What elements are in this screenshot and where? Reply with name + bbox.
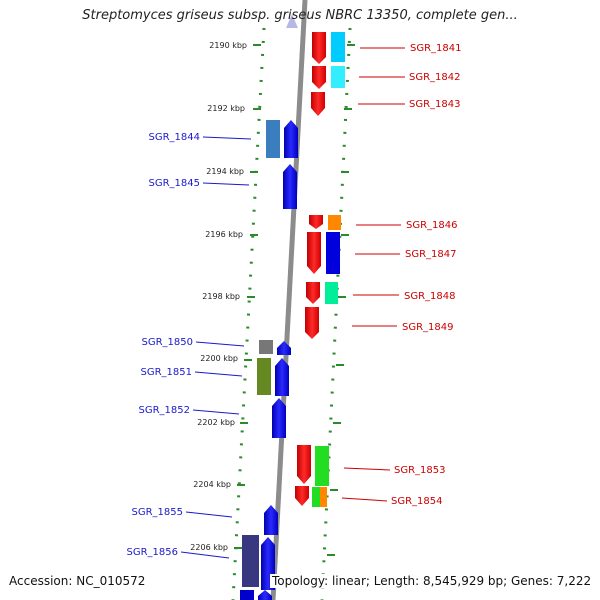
- gene-extra-arrow[interactable]: [258, 590, 272, 600]
- gene-label-sgr-1843[interactable]: SGR_1843: [409, 99, 461, 110]
- gene-label-sgr-1850[interactable]: SGR_1850: [142, 337, 194, 348]
- gene-sgr-1853-feature[interactable]: [315, 446, 329, 486]
- gene-sgr-1850-feature[interactable]: [259, 340, 273, 354]
- gene-sgr-1851-arrow[interactable]: [275, 358, 289, 396]
- gene-sgr-1851-feature[interactable]: [257, 358, 271, 395]
- gene-sgr-1855-arrow[interactable]: [264, 505, 278, 535]
- gene-sgr-1852-arrow[interactable]: [272, 398, 286, 438]
- map-title: Streptomyces griseus subsp. griseus NBRC…: [82, 8, 518, 23]
- leader-line: [192, 409, 240, 415]
- leader-line: [202, 182, 250, 186]
- scale-label: 2192 kbp: [207, 104, 245, 113]
- gene-extra-feature[interactable]: [240, 590, 254, 600]
- gene-sgr-1846-arrow[interactable]: [309, 215, 323, 229]
- gene-label-sgr-1852[interactable]: SGR_1852: [139, 405, 191, 416]
- genome-summary: Topology: linear; Length: 8,545,929 bp; …: [270, 574, 594, 588]
- gene-sgr-1848-arrow[interactable]: [306, 282, 320, 304]
- scale-label: 2202 kbp: [197, 418, 235, 427]
- gene-sgr-1856-feature[interactable]: [242, 535, 259, 587]
- gene-sgr-1847-feature[interactable]: [326, 232, 340, 274]
- leader-line: [195, 341, 245, 347]
- leader-line: [343, 467, 391, 471]
- gene-sgr-1854-arrow[interactable]: [295, 486, 309, 506]
- leader-line: [180, 551, 230, 559]
- gene-label-sgr-1853[interactable]: SGR_1853: [394, 465, 446, 476]
- gene-sgr-1845-arrow[interactable]: [283, 164, 297, 209]
- gene-sgr-1853-arrow[interactable]: [297, 445, 311, 484]
- gene-sgr-1843-arrow[interactable]: [311, 92, 325, 116]
- gene-sgr-1847-arrow[interactable]: [307, 232, 321, 274]
- scale-track-right: [320, 27, 352, 600]
- leader-line: [185, 511, 233, 518]
- gene-sgr-1850-arrow[interactable]: [277, 341, 291, 355]
- gene-label-sgr-1855[interactable]: SGR_1855: [132, 507, 184, 518]
- gene-sgr-1846-feature[interactable]: [328, 215, 341, 230]
- chromosome-backbone: [270, 0, 308, 600]
- gene-sgr-1849-arrow[interactable]: [305, 307, 319, 339]
- scale-label: 2190 kbp: [209, 41, 247, 50]
- gene-sgr-1841-feature[interactable]: [331, 32, 345, 62]
- scale-label: 2204 kbp: [193, 480, 231, 489]
- gene-label-sgr-1856[interactable]: SGR_1856: [127, 547, 179, 558]
- gene-sgr-1844-arrow[interactable]: [284, 120, 298, 158]
- gene-label-sgr-1851[interactable]: SGR_1851: [141, 367, 193, 378]
- gene-label-sgr-1854[interactable]: SGR_1854: [391, 496, 443, 507]
- gene-sgr-1854-feature[interactable]: [320, 487, 327, 507]
- gene-label-sgr-1847[interactable]: SGR_1847: [405, 249, 457, 260]
- scale-track-left: [231, 27, 266, 600]
- gene-label-sgr-1848[interactable]: SGR_1848: [404, 291, 456, 302]
- gene-label-sgr-1844[interactable]: SGR_1844: [149, 132, 201, 143]
- gene-label-sgr-1846[interactable]: SGR_1846: [406, 220, 458, 231]
- scale-label: 2196 kbp: [205, 230, 243, 239]
- scale-label: 2206 kbp: [190, 543, 228, 552]
- backbone-start-marker: [286, 14, 298, 28]
- accession-label: Accession: NC_010572: [9, 574, 146, 588]
- gene-sgr-1841-arrow[interactable]: [312, 32, 326, 64]
- gene-label-sgr-1849[interactable]: SGR_1849: [402, 322, 454, 333]
- scale-label: 2200 kbp: [200, 354, 238, 363]
- scale-label: 2198 kbp: [202, 292, 240, 301]
- gene-sgr-1844-feature[interactable]: [266, 120, 280, 158]
- leader-line: [341, 497, 388, 502]
- leader-line: [202, 136, 252, 140]
- gene-label-sgr-1845[interactable]: SGR_1845: [149, 178, 201, 189]
- gene-label-sgr-1842[interactable]: SGR_1842: [409, 72, 461, 83]
- gene-sgr-1848-feature[interactable]: [325, 282, 338, 304]
- leader-line: [194, 371, 243, 377]
- gene-sgr-1842-feature[interactable]: [331, 66, 345, 88]
- gene-sgr-1842-arrow[interactable]: [312, 66, 326, 89]
- scale-label: 2194 kbp: [206, 167, 244, 176]
- gene-label-sgr-1841[interactable]: SGR_1841: [410, 43, 462, 54]
- gene-sgr-1854-feature[interactable]: [312, 487, 320, 507]
